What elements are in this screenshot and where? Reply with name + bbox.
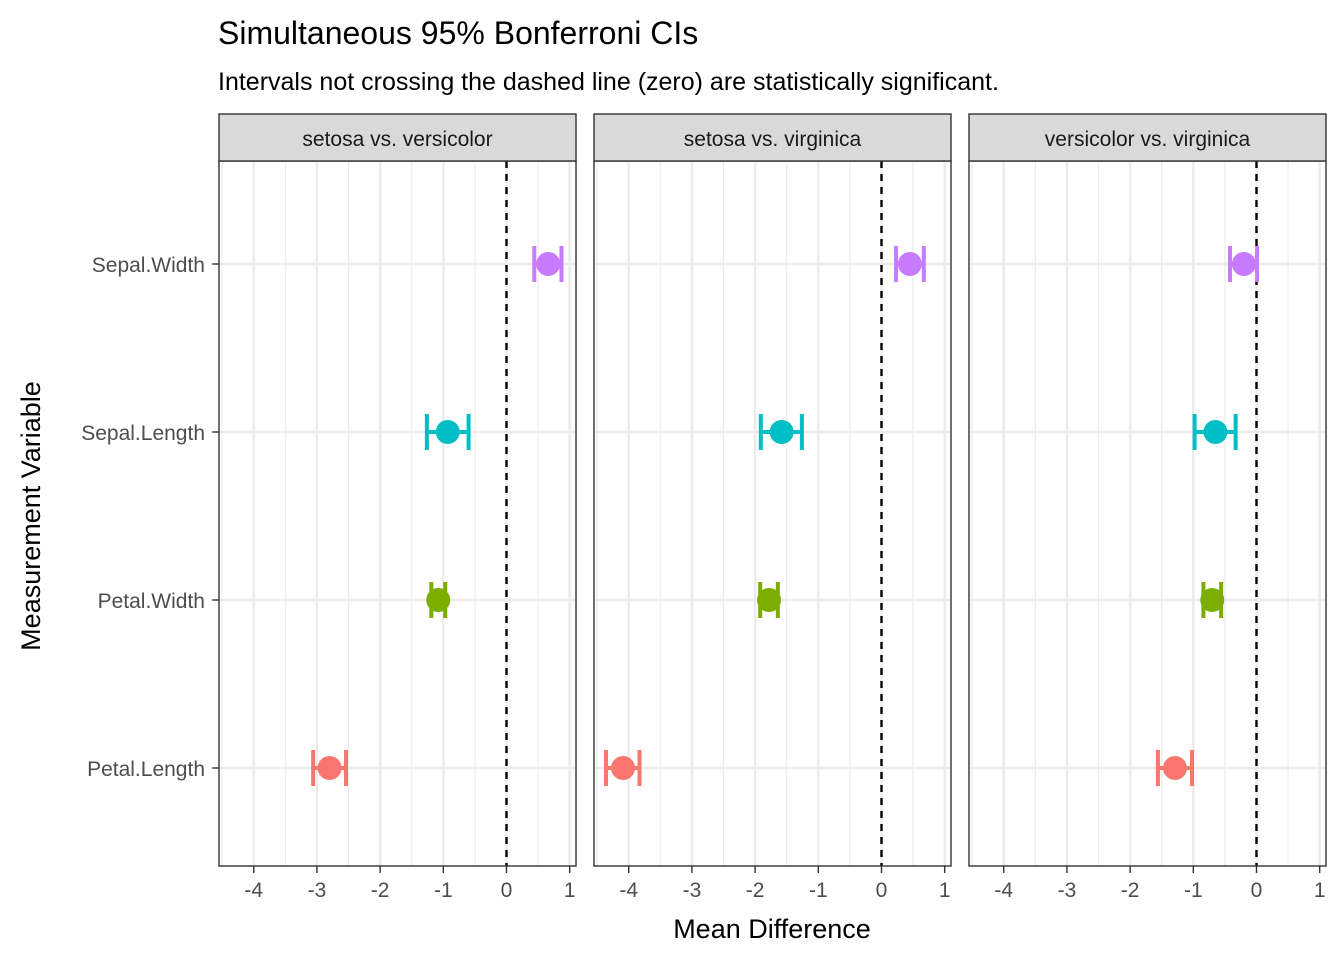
x-axis-label: Mean Difference	[673, 914, 871, 944]
chart-subtitle: Intervals not crossing the dashed line (…	[218, 68, 999, 96]
x-tick-label: -1	[809, 879, 828, 902]
panel-background	[969, 161, 1326, 866]
x-tick-label: -2	[1121, 879, 1140, 902]
x-tick-label: 0	[876, 879, 888, 902]
ci-interval	[424, 414, 471, 450]
x-tick-label: 1	[939, 879, 951, 902]
ci-interval	[311, 750, 349, 786]
facet-panel: setosa vs. versicolor -4 -3 -2 -1 0 1	[218, 113, 577, 902]
facet-panel: setosa vs. virginica -4 -3 -2 -1 0 1	[593, 113, 952, 902]
chart-title: Simultaneous 95% Bonferroni CIs	[218, 15, 698, 51]
ci-point-estimate	[536, 252, 561, 276]
ci-interval	[758, 414, 804, 450]
x-tick-label: -3	[308, 879, 327, 902]
ci-interval	[1192, 414, 1238, 450]
facet-strip-label: versicolor vs. virginica	[1045, 128, 1251, 151]
x-tick-label: -1	[434, 879, 453, 902]
ci-interval	[604, 750, 642, 786]
ci-point-estimate	[1231, 252, 1256, 276]
facet-panel: versicolor vs. virginica -4 -3 -2 -1 0 1	[968, 113, 1327, 902]
x-tick-label: -3	[1058, 879, 1077, 902]
ci-point-estimate	[611, 756, 636, 780]
ci-point-estimate	[435, 420, 460, 444]
x-tick-label: 0	[1251, 879, 1263, 902]
y-tick-label: Petal.Length	[87, 758, 205, 781]
x-tick-label: -4	[994, 879, 1013, 902]
ci-point-estimate	[1203, 420, 1228, 444]
ci-interval	[1155, 750, 1195, 786]
y-tick-label: Sepal.Width	[92, 254, 205, 277]
x-tick-label: -4	[619, 879, 638, 902]
y-axis-label: Measurement Variable	[16, 381, 46, 651]
x-tick-label: -1	[1184, 879, 1203, 902]
x-tick-label: 1	[564, 879, 576, 902]
y-tick-label: Petal.Width	[98, 590, 205, 613]
x-tick-label: -3	[683, 879, 702, 902]
x-tick-label: 0	[501, 879, 513, 902]
x-tick-label: -4	[244, 879, 263, 902]
y-tick-label: Sepal.Length	[81, 422, 205, 445]
facet-strip-label: setosa vs. virginica	[684, 128, 862, 151]
panel-background	[594, 161, 951, 866]
facet-strip	[218, 113, 577, 162]
ci-interval	[757, 582, 782, 618]
ci-interval	[894, 246, 926, 282]
x-tick-label: -2	[371, 879, 390, 902]
panel-background	[219, 161, 576, 866]
ci-point-estimate	[769, 420, 794, 444]
ci-interval	[426, 582, 451, 618]
y-axis: Petal.Length Petal.Width Sepal.Length Sepal…	[81, 254, 219, 781]
x-tick-label: 1	[1314, 879, 1326, 902]
ci-point-estimate	[757, 588, 782, 612]
ci-point-estimate	[1200, 588, 1225, 612]
ci-point-estimate	[426, 588, 451, 612]
ci-point-estimate	[317, 756, 342, 780]
x-tick-label: -2	[746, 879, 765, 902]
ci-point-estimate	[1162, 756, 1187, 780]
facet-strip	[968, 113, 1327, 162]
facet-strip-label: setosa vs. versicolor	[302, 128, 492, 151]
ci-interval	[1200, 582, 1225, 618]
ci-point-estimate	[897, 252, 922, 276]
ci-interval	[1227, 246, 1260, 282]
ci-interval	[532, 246, 564, 282]
facet-strip	[593, 113, 952, 162]
